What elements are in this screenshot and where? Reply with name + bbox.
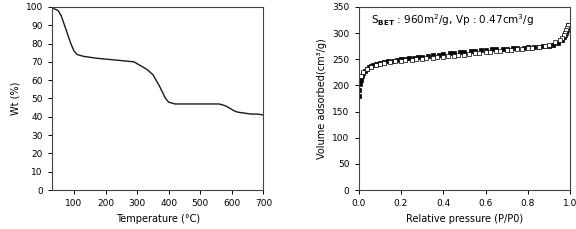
X-axis label: Temperature (°C): Temperature (°C) (116, 214, 200, 224)
Text: S$_{\mathbf{BET}}$ : 960m$^2$/g, Vp : 0.47cm$^3$/g: S$_{\mathbf{BET}}$ : 960m$^2$/g, Vp : 0.… (372, 12, 535, 28)
Y-axis label: Wt (%): Wt (%) (10, 82, 20, 115)
Y-axis label: Volume adsorbed(cm³/g): Volume adsorbed(cm³/g) (317, 38, 327, 159)
X-axis label: Relative pressure (P/P0): Relative pressure (P/P0) (406, 214, 523, 224)
